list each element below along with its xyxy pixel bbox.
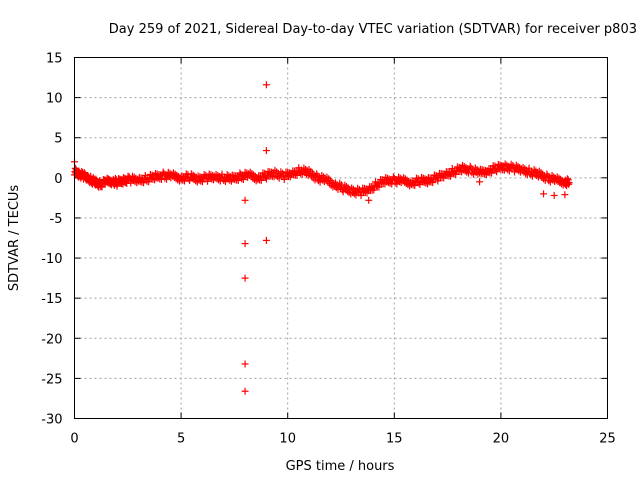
data-point <box>540 190 548 198</box>
data-point <box>375 183 383 191</box>
data-point <box>418 173 426 181</box>
plot-frame <box>74 57 608 419</box>
data-point <box>241 240 249 248</box>
data-point <box>476 178 484 186</box>
data-point <box>535 167 543 175</box>
y-tick-label: -15 <box>41 292 62 307</box>
data-point <box>328 178 336 186</box>
data-point <box>271 166 279 174</box>
grid <box>74 57 608 419</box>
data-point <box>537 169 545 177</box>
data-point <box>241 387 249 395</box>
y-tick-label: 10 <box>46 92 63 107</box>
data-point <box>561 191 569 199</box>
x-tick-label: 20 <box>493 432 510 447</box>
data-point <box>325 175 333 183</box>
x-tick-label: 15 <box>386 432 403 447</box>
y-tick-label: -20 <box>41 332 62 347</box>
data-point <box>323 173 331 181</box>
y-tick-label: -5 <box>50 212 63 227</box>
axis-ticks <box>74 57 608 419</box>
data-point <box>241 274 249 282</box>
data-points <box>71 81 573 395</box>
data-point <box>565 179 573 187</box>
y-tick-label: -25 <box>41 372 62 387</box>
data-point <box>241 360 249 368</box>
x-axis-label: GPS time / hours <box>286 459 395 474</box>
data-point <box>196 173 204 181</box>
data-point <box>262 236 270 244</box>
data-point <box>365 196 373 204</box>
data-point <box>262 147 270 155</box>
data-point <box>550 191 558 199</box>
data-point <box>194 172 202 180</box>
data-point <box>336 179 344 187</box>
y-tick-label: 0 <box>54 172 62 187</box>
x-tick-label: 10 <box>279 432 296 447</box>
x-tick-label: 0 <box>70 432 78 447</box>
data-point <box>262 81 270 89</box>
data-point <box>329 183 337 191</box>
y-tick-label: -30 <box>41 413 62 428</box>
data-point <box>311 176 319 184</box>
data-point <box>421 175 429 183</box>
data-point <box>422 179 430 187</box>
data-point <box>241 196 249 204</box>
data-point <box>471 164 479 172</box>
data-point <box>178 172 186 180</box>
data-point <box>383 174 391 182</box>
data-point <box>382 174 390 182</box>
chart-title: Day 259 of 2021, Sidereal Day-to-day VTE… <box>109 22 637 37</box>
tick-labels: 0 5 10 15 20 25 15 10 5 0 -5 -10 -15 -20 -25 -30 <box>41 52 616 447</box>
data-point <box>237 170 245 178</box>
y-tick-label: 5 <box>54 132 62 147</box>
data-point <box>205 170 213 178</box>
data-point <box>326 176 334 184</box>
y-tick-label: 15 <box>46 52 63 67</box>
data-point <box>304 171 312 179</box>
x-tick-label: 5 <box>177 432 185 447</box>
data-point <box>434 177 442 185</box>
data-point <box>234 176 242 184</box>
y-tick-label: -10 <box>41 252 62 267</box>
data-point <box>370 186 378 194</box>
x-tick-label: 25 <box>599 432 616 447</box>
y-axis-label: SDTVAR / TECUs <box>7 185 22 292</box>
